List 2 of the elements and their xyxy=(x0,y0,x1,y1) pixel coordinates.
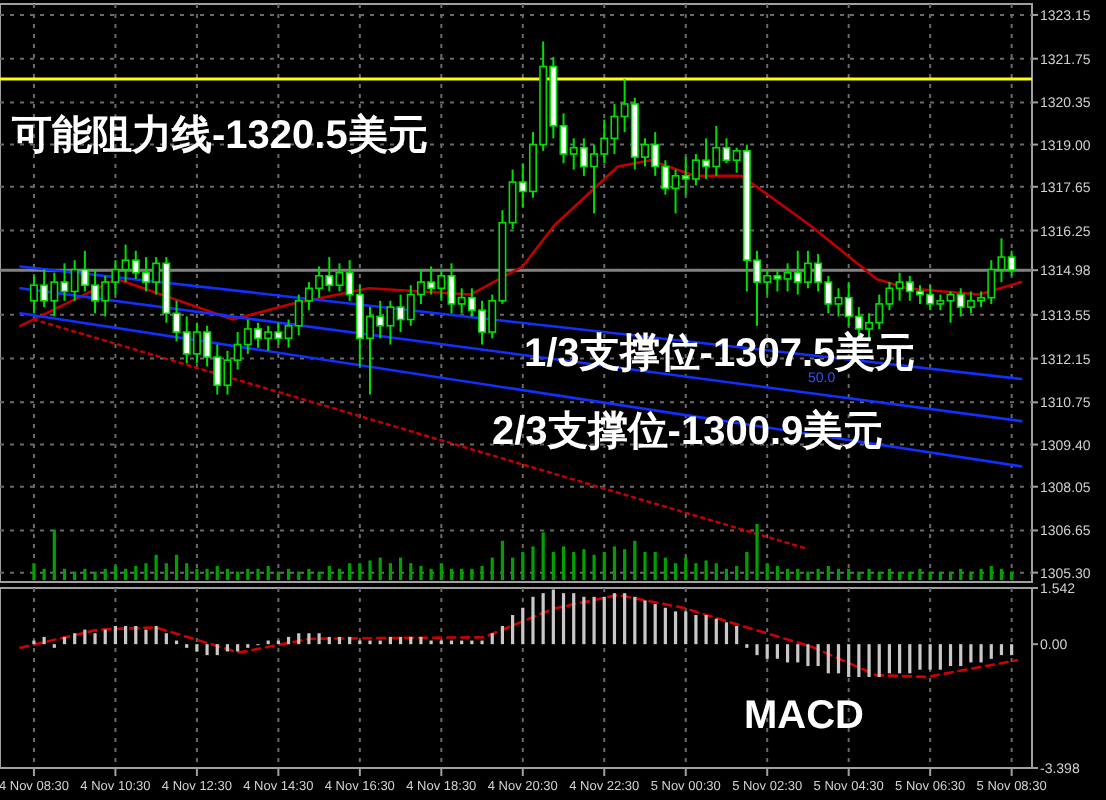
annotation: MACD xyxy=(744,694,864,738)
annotation: 可能阻力线-1320.5美元 xyxy=(10,112,428,158)
